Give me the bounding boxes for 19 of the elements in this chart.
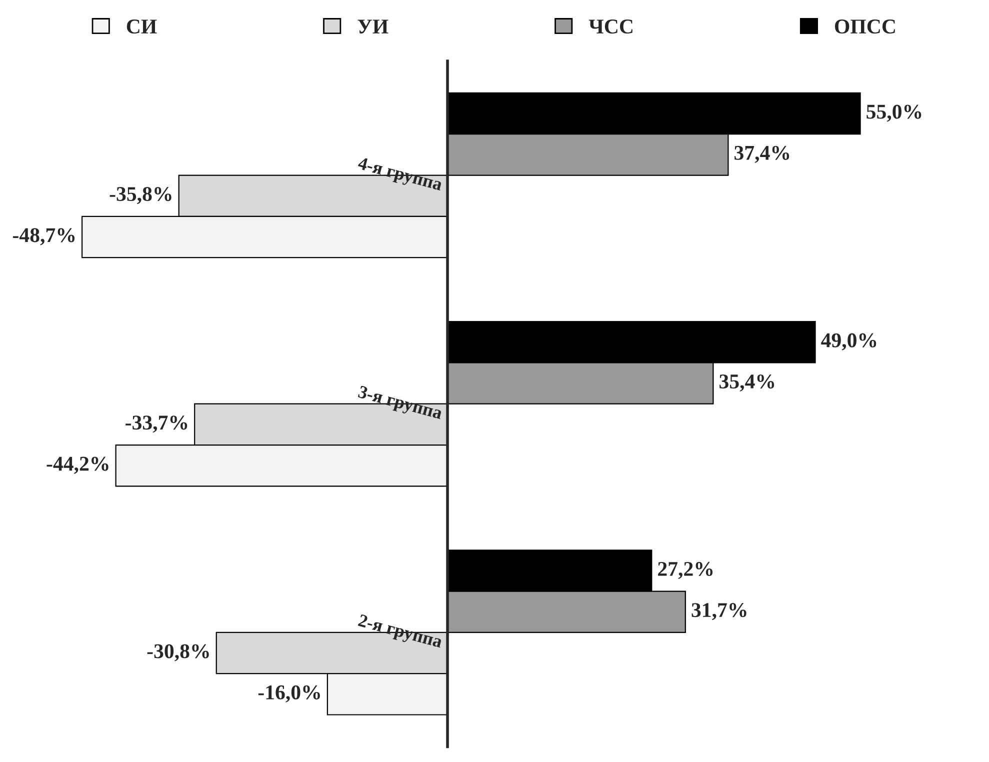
data-label: 35,4% [720,374,774,392]
data-label: 55,0% [866,104,922,122]
y-tick-label: 3-я группа [356,385,444,423]
data-label: 27,2% [658,562,713,579]
data-label: -16,0% [258,685,320,702]
legend-label: УИ [358,20,388,34]
legend-label: ЧСС [588,20,632,34]
data-label: -48,7% [13,228,75,246]
data-label: 49,0% [821,333,876,350]
data-label: 31,7% [692,603,746,620]
legend-label: ОПСС [835,20,895,34]
data-label: 37,4% [734,146,790,163]
data-label: -33,7% [126,416,188,433]
data-label: -30,8% [147,644,209,662]
data-label: -44,2% [46,456,108,474]
y-tick-label: 2-я группа [356,614,444,652]
legend-label: СИ [126,20,157,34]
y-tick-label: 4-я группа [356,156,444,194]
data-label: -35,8% [110,186,172,204]
